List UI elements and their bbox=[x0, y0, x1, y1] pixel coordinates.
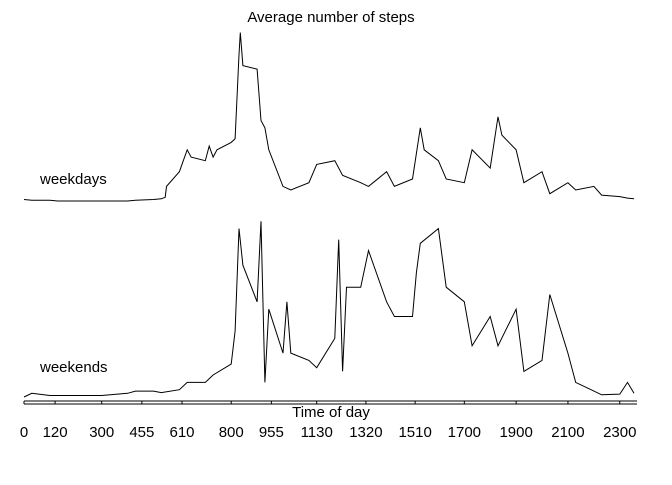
x-tick-label: 300 bbox=[89, 424, 114, 441]
x-tick-label: 1130 bbox=[301, 424, 333, 441]
x-tick-label: 1320 bbox=[349, 424, 382, 441]
x-tick-label: 800 bbox=[219, 424, 244, 441]
x-tick-label: 2100 bbox=[551, 424, 584, 441]
data-line bbox=[23, 221, 635, 398]
x-tick-label: 1700 bbox=[448, 424, 481, 441]
chart-title: Average number of steps bbox=[247, 9, 414, 26]
x-tick-label: 120 bbox=[43, 424, 68, 441]
x-tick-label: 955 bbox=[259, 424, 284, 441]
data-line bbox=[23, 32, 635, 202]
panel-label: weekends bbox=[39, 359, 108, 376]
x-tick-label: 455 bbox=[129, 424, 154, 441]
x-tick-label: 2300 bbox=[603, 424, 636, 441]
x-tick-label: 1900 bbox=[499, 424, 532, 441]
x-axis-label: Time of day bbox=[292, 404, 370, 421]
x-tick-label: 1510 bbox=[398, 424, 431, 441]
panel-label: weekdays bbox=[39, 171, 107, 188]
x-tick-label: 610 bbox=[169, 424, 194, 441]
x-tick-label: 0 bbox=[20, 424, 28, 441]
